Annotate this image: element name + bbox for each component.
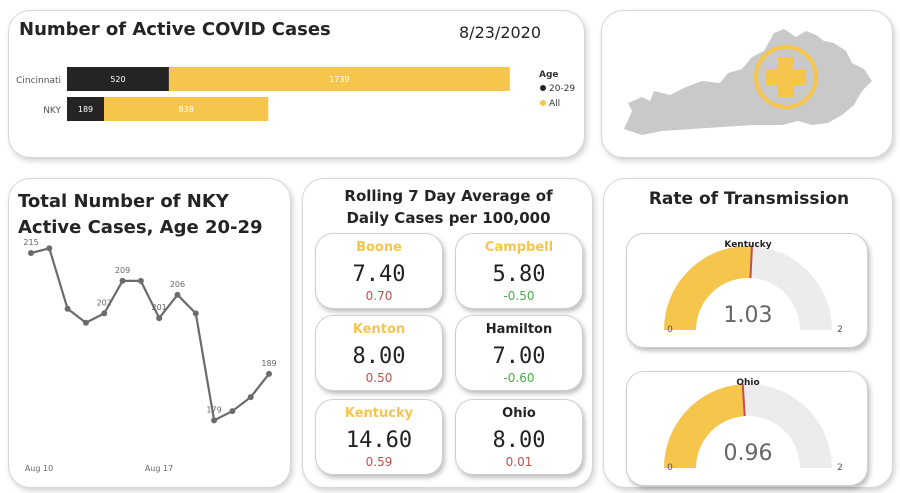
line-point <box>28 249 34 256</box>
tile-change: -0.60 <box>503 371 535 385</box>
line-data-label: 201 <box>152 303 167 312</box>
bar-segment-20-29 <box>67 97 105 121</box>
tile-change: 0.70 <box>365 289 393 303</box>
bar-category-label: NKY <box>43 106 61 116</box>
bar-data-label: 838 <box>179 105 194 114</box>
bar-data-label: 1739 <box>329 75 349 84</box>
line-point <box>192 310 199 317</box>
rate-title: Rate of Transmission <box>648 189 850 209</box>
gauge-fill <box>664 384 745 468</box>
gauge-name: Kentucky <box>724 240 771 250</box>
line-point <box>229 408 236 415</box>
tile-name: Kentucky <box>344 406 414 421</box>
tile-campbell: Campbell 5.80 -0.50 <box>455 233 583 309</box>
rolling-title-line2: Daily Cases per 100,000 <box>346 209 551 227</box>
tile-kenton: Kenton 8.00 0.50 <box>315 315 443 391</box>
tile-ohio: Ohio 8.00 0.01 <box>455 399 583 475</box>
line-point <box>266 370 272 377</box>
tile-name: Campbell <box>484 240 554 255</box>
gauge-ohio: Ohio 0.96 0 2 <box>626 371 868 486</box>
line-data-label: 215 <box>23 238 38 247</box>
tile-change: -0.50 <box>503 289 535 303</box>
tile-change: 0.01 <box>505 455 533 469</box>
line-point <box>46 245 53 252</box>
bar-data-label: 520 <box>110 75 125 84</box>
gauge-min-label: 0 <box>667 463 673 473</box>
gauge-max-label: 2 <box>837 325 843 335</box>
tile-kentucky: Kentucky 14.60 0.59 <box>315 399 443 475</box>
kentucky-map-card <box>601 10 893 158</box>
bar-segment-all <box>104 97 269 121</box>
bar-segment-20-29 <box>67 67 169 91</box>
rolling-average-card: Rolling 7 Day Average of Daily Cases per… <box>302 178 593 488</box>
legend-label: All <box>549 99 560 109</box>
tile-value: 8.00 <box>352 344 406 369</box>
gauge-fill <box>664 246 752 330</box>
nky-cases-title: Total Number of NKY Active Cases, Age 20… <box>18 191 263 238</box>
line-point <box>101 310 108 317</box>
tile-hamilton: Hamilton 7.00 -0.60 <box>455 315 583 391</box>
legend-title: Age <box>539 70 559 80</box>
gauge-kentucky: Kentucky 1.03 0 2 <box>626 233 868 348</box>
active-cases-card: Number of Active COVID Cases 8/23/2020 C… <box>8 10 585 158</box>
tile-name: Boone <box>356 240 402 255</box>
line-point <box>156 315 163 322</box>
tile-value: 7.40 <box>352 262 406 287</box>
tile-value: 7.00 <box>492 344 546 369</box>
active-cases-bar-chart: Cincinnati 520 1739 NKY 189 838 Age 20-29 All <box>16 67 575 121</box>
gauge-target-marker <box>749 246 753 279</box>
line-series <box>30 246 270 423</box>
x-tick-label: Aug 17 <box>145 464 173 473</box>
line-point <box>174 291 181 298</box>
gauge-value: 1.03 <box>724 303 773 328</box>
rate-of-transmission-card: Rate of Transmission Kentucky 1.03 0 2 Ohio 0… <box>603 178 893 488</box>
active-cases-title: Number of Active COVID Cases <box>19 19 331 40</box>
line-point <box>247 394 254 401</box>
line-point <box>211 417 218 424</box>
rolling-average-title: Rolling 7 Day Average of Daily Cases per… <box>303 185 594 229</box>
gauge-value: 0.96 <box>724 441 773 466</box>
nky-cases-line-chart: 215 202 209 201 206 179 189 Aug 10 Aug 17 <box>23 238 276 473</box>
tile-name: Hamilton <box>485 322 553 337</box>
tile-change: 0.59 <box>365 455 393 469</box>
line-data-label: 206 <box>170 280 185 289</box>
gauge-target-marker <box>741 384 746 417</box>
bar-data-label: 189 <box>78 105 93 114</box>
gauge-name: Ohio <box>736 378 759 388</box>
tile-change: 0.50 <box>365 371 393 385</box>
legend-marker <box>540 100 546 106</box>
line-point <box>82 319 89 326</box>
legend-marker <box>540 85 546 91</box>
kentucky-shape <box>624 29 872 135</box>
legend-label: 20-29 <box>549 84 575 94</box>
line-data-label: 179 <box>206 405 221 414</box>
x-tick-label: Aug 10 <box>25 464 53 473</box>
line-data-label: 202 <box>97 298 112 307</box>
plus-icon <box>754 45 818 109</box>
line-point <box>137 277 144 284</box>
tile-value: 5.80 <box>492 262 546 287</box>
rolling-title-line1: Rolling 7 Day Average of <box>344 187 553 205</box>
nky-cases-card: Total Number of NKY Active Cases, Age 20… <box>8 178 291 488</box>
tile-boone: Boone 7.40 0.70 <box>315 233 443 309</box>
line-data-label: 189 <box>261 359 276 368</box>
line-point <box>119 277 126 284</box>
line-point <box>64 305 71 312</box>
tile-name: Ohio <box>502 406 536 421</box>
kentucky-map <box>624 29 872 135</box>
bar-segment-all <box>168 67 510 91</box>
report-date: 8/23/2020 <box>459 23 542 42</box>
tile-value: 8.00 <box>492 428 546 453</box>
gauge-max-label: 2 <box>837 463 843 473</box>
gauge-min-label: 0 <box>667 325 673 335</box>
tile-name: Kenton <box>352 322 406 337</box>
line-data-label: 209 <box>115 266 130 275</box>
bar-category-label: Cincinnati <box>16 76 61 86</box>
tile-value: 14.60 <box>345 428 413 453</box>
